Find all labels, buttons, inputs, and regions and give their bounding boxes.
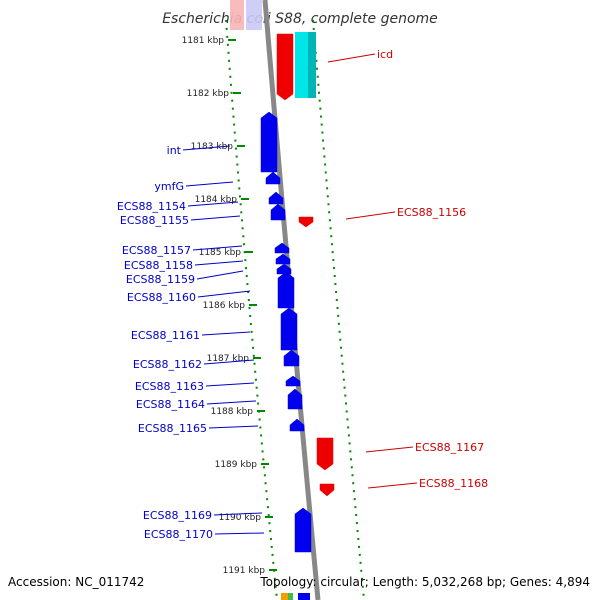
outer-dotted-ring	[312, 19, 365, 600]
gene-ECS88_1170-feature	[294, 507, 312, 553]
top-fragment-lavender	[246, 0, 262, 30]
gene-icd-feature	[276, 33, 294, 101]
gene-label-left: ECS88_1169	[143, 509, 212, 522]
bottom-fragment-green	[288, 593, 293, 600]
leader-line	[327, 53, 376, 63]
gene-label-right: ECS88_1156	[397, 206, 466, 219]
leader-line	[208, 425, 259, 429]
gene-int-feature	[260, 111, 278, 173]
gene-label-left: ECS88_1170	[144, 528, 213, 541]
gene-features	[260, 32, 335, 553]
tick-label: 1191 kbp	[223, 566, 266, 576]
gene-ECS88_1155-feature	[270, 203, 286, 221]
topology-text: Topology: circular; Length: 5,032,268 bp…	[259, 575, 590, 589]
leader-line	[185, 181, 234, 187]
gene-ymfG-feature	[265, 171, 281, 185]
bottom-fragment-orange	[281, 593, 288, 600]
leader-line	[192, 245, 243, 251]
gene-label-left: ECS88_1155	[120, 214, 189, 227]
gene-ECS88_1167-feature	[316, 437, 334, 471]
leader-line	[213, 512, 263, 516]
gene-ECS88_1156-feature	[298, 216, 314, 228]
leader-line	[182, 145, 231, 151]
leader-line	[214, 532, 265, 535]
leader-line	[206, 400, 257, 405]
gene-label-right: icd	[377, 48, 393, 61]
gene-label-right: ECS88_1167	[415, 441, 484, 454]
tick-label: 1182 kbp	[187, 89, 230, 99]
tick-label: 1183 kbp	[191, 142, 234, 152]
gene-ECS88_1164-feature	[287, 388, 303, 410]
gene-ECS88_1163-feature	[285, 375, 301, 387]
gene-label-left: ECS88_1165	[138, 422, 207, 435]
tick-label: 1189 kbp	[215, 460, 258, 470]
leader-line	[190, 215, 241, 221]
tick-label: 1181 kbp	[182, 36, 225, 46]
gene-ECS88_1154-feature	[268, 191, 284, 205]
tick-label: 1190 kbp	[219, 513, 262, 523]
top-fragment-pink	[230, 0, 244, 30]
tick-label: 1184 kbp	[195, 195, 238, 205]
leader-line	[365, 446, 414, 453]
gene-label-left: ECS88_1160	[127, 291, 196, 304]
gene-label-left: int	[167, 144, 182, 157]
gene-ECS88_1161-feature	[280, 307, 298, 351]
tick-label: 1186 kbp	[203, 301, 246, 311]
tick-label: 1187 kbp	[207, 354, 250, 364]
gene-label-left: ECS88_1163	[135, 380, 204, 393]
gene-label-left: ymfG	[154, 180, 184, 193]
cyan-feature-shade	[308, 32, 316, 98]
accession-text: Accession: NC_011742	[8, 575, 144, 589]
gene-ECS88_1159-feature	[276, 263, 292, 275]
gene-label-left: ECS88_1162	[133, 358, 202, 371]
gene-ECS88_1168-feature	[319, 483, 335, 497]
leader-line	[367, 482, 418, 489]
gene-label-left: ECS88_1157	[122, 244, 191, 257]
gene-label-right: ECS88_1168	[419, 477, 488, 490]
leader-line	[345, 211, 396, 220]
map-title: Escherichia coli S88, complete genome	[162, 11, 438, 27]
gene-label-left: ECS88_1161	[131, 329, 200, 342]
leader-line	[187, 201, 239, 207]
leader-line	[205, 382, 255, 387]
leader-line	[196, 270, 244, 280]
gene-ECS88_1160-feature	[277, 271, 295, 309]
gene-label-left: ECS88_1154	[117, 200, 186, 213]
tick-marks: 1181 kbp 1182 kbp 1183 kbp 1184 kbp 1185 kbp…	[182, 36, 277, 576]
gene-label-left: ECS88_1158	[124, 259, 193, 272]
gene-ECS88_1158-feature	[275, 253, 291, 265]
tick-label: 1185 kbp	[199, 248, 242, 258]
gene-ECS88_1165-feature	[289, 418, 305, 432]
tick-label: 1188 kbp	[211, 407, 254, 417]
gene-ECS88_1157-feature	[274, 242, 290, 254]
gene-label-left: ECS88_1164	[136, 398, 205, 411]
bottom-fragment-blue	[298, 593, 310, 600]
leader-line	[201, 331, 251, 336]
leader-line	[203, 359, 255, 365]
gene-label-left: ECS88_1159	[126, 273, 195, 286]
leader-line	[197, 290, 251, 298]
leader-line	[194, 260, 244, 266]
gene-ECS88_1162-feature	[283, 349, 300, 367]
